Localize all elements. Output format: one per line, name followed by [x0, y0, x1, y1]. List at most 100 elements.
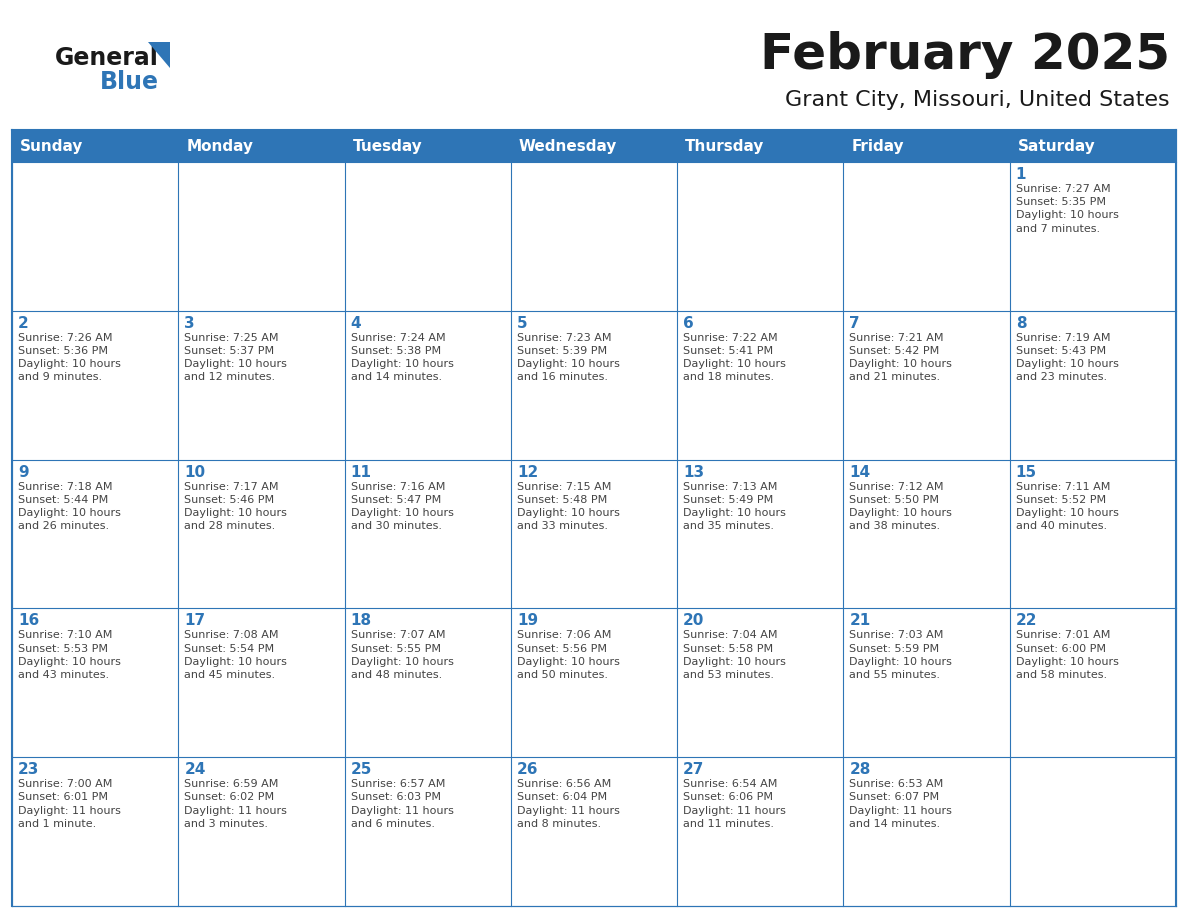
- Bar: [511, 311, 677, 460]
- Bar: [12, 757, 178, 906]
- Text: Sunrise: 7:27 AM
Sunset: 5:35 PM
Daylight: 10 hours
and 7 minutes.: Sunrise: 7:27 AM Sunset: 5:35 PM Dayligh…: [1016, 184, 1119, 233]
- Text: Sunrise: 7:24 AM
Sunset: 5:38 PM
Daylight: 10 hours
and 14 minutes.: Sunrise: 7:24 AM Sunset: 5:38 PM Dayligh…: [350, 333, 454, 383]
- Text: 16: 16: [18, 613, 39, 629]
- Bar: [1010, 311, 1176, 460]
- Text: 22: 22: [1016, 613, 1037, 629]
- Bar: [178, 162, 345, 311]
- Text: Wednesday: Wednesday: [519, 139, 618, 153]
- Text: 28: 28: [849, 762, 871, 778]
- Bar: [511, 609, 677, 757]
- Bar: [345, 757, 511, 906]
- Text: Sunrise: 6:56 AM
Sunset: 6:04 PM
Daylight: 11 hours
and 8 minutes.: Sunrise: 6:56 AM Sunset: 6:04 PM Dayligh…: [517, 779, 620, 829]
- Text: Tuesday: Tuesday: [353, 139, 422, 153]
- Bar: [843, 311, 1010, 460]
- Text: 11: 11: [350, 465, 372, 479]
- Text: Sunrise: 7:13 AM
Sunset: 5:49 PM
Daylight: 10 hours
and 35 minutes.: Sunrise: 7:13 AM Sunset: 5:49 PM Dayligh…: [683, 482, 786, 532]
- Text: 14: 14: [849, 465, 871, 479]
- Bar: [1010, 757, 1176, 906]
- Text: 7: 7: [849, 316, 860, 330]
- Text: February 2025: February 2025: [760, 31, 1170, 79]
- Text: Sunrise: 7:06 AM
Sunset: 5:56 PM
Daylight: 10 hours
and 50 minutes.: Sunrise: 7:06 AM Sunset: 5:56 PM Dayligh…: [517, 631, 620, 680]
- Text: Sunrise: 7:19 AM
Sunset: 5:43 PM
Daylight: 10 hours
and 23 minutes.: Sunrise: 7:19 AM Sunset: 5:43 PM Dayligh…: [1016, 333, 1119, 383]
- Bar: [511, 162, 677, 311]
- Text: 15: 15: [1016, 465, 1037, 479]
- Text: 23: 23: [18, 762, 39, 778]
- Text: Sunrise: 7:23 AM
Sunset: 5:39 PM
Daylight: 10 hours
and 16 minutes.: Sunrise: 7:23 AM Sunset: 5:39 PM Dayligh…: [517, 333, 620, 383]
- Text: Sunrise: 7:08 AM
Sunset: 5:54 PM
Daylight: 10 hours
and 45 minutes.: Sunrise: 7:08 AM Sunset: 5:54 PM Dayligh…: [184, 631, 287, 680]
- Bar: [677, 609, 843, 757]
- Text: General: General: [55, 46, 159, 70]
- Text: 2: 2: [18, 316, 29, 330]
- Text: 20: 20: [683, 613, 704, 629]
- Text: 21: 21: [849, 613, 871, 629]
- Text: Sunrise: 7:04 AM
Sunset: 5:58 PM
Daylight: 10 hours
and 53 minutes.: Sunrise: 7:04 AM Sunset: 5:58 PM Dayligh…: [683, 631, 786, 680]
- Text: 8: 8: [1016, 316, 1026, 330]
- Bar: [677, 311, 843, 460]
- Text: Sunrise: 6:57 AM
Sunset: 6:03 PM
Daylight: 11 hours
and 6 minutes.: Sunrise: 6:57 AM Sunset: 6:03 PM Dayligh…: [350, 779, 454, 829]
- Text: Sunrise: 7:25 AM
Sunset: 5:37 PM
Daylight: 10 hours
and 12 minutes.: Sunrise: 7:25 AM Sunset: 5:37 PM Dayligh…: [184, 333, 287, 383]
- Bar: [677, 460, 843, 609]
- Text: Saturday: Saturday: [1018, 139, 1095, 153]
- Text: Sunrise: 7:15 AM
Sunset: 5:48 PM
Daylight: 10 hours
and 33 minutes.: Sunrise: 7:15 AM Sunset: 5:48 PM Dayligh…: [517, 482, 620, 532]
- Text: 9: 9: [18, 465, 29, 479]
- Text: Sunrise: 7:17 AM
Sunset: 5:46 PM
Daylight: 10 hours
and 28 minutes.: Sunrise: 7:17 AM Sunset: 5:46 PM Dayligh…: [184, 482, 287, 532]
- Text: Sunrise: 7:01 AM
Sunset: 6:00 PM
Daylight: 10 hours
and 58 minutes.: Sunrise: 7:01 AM Sunset: 6:00 PM Dayligh…: [1016, 631, 1119, 680]
- Text: 13: 13: [683, 465, 704, 479]
- Text: 12: 12: [517, 465, 538, 479]
- Text: Sunrise: 6:54 AM
Sunset: 6:06 PM
Daylight: 11 hours
and 11 minutes.: Sunrise: 6:54 AM Sunset: 6:06 PM Dayligh…: [683, 779, 786, 829]
- Text: 19: 19: [517, 613, 538, 629]
- Bar: [1010, 162, 1176, 311]
- Text: Sunrise: 7:26 AM
Sunset: 5:36 PM
Daylight: 10 hours
and 9 minutes.: Sunrise: 7:26 AM Sunset: 5:36 PM Dayligh…: [18, 333, 121, 383]
- Bar: [511, 460, 677, 609]
- Bar: [843, 162, 1010, 311]
- Bar: [345, 162, 511, 311]
- Text: Sunrise: 7:07 AM
Sunset: 5:55 PM
Daylight: 10 hours
and 48 minutes.: Sunrise: 7:07 AM Sunset: 5:55 PM Dayligh…: [350, 631, 454, 680]
- Text: 27: 27: [683, 762, 704, 778]
- Text: 6: 6: [683, 316, 694, 330]
- Bar: [843, 460, 1010, 609]
- Bar: [511, 757, 677, 906]
- Text: Sunrise: 6:59 AM
Sunset: 6:02 PM
Daylight: 11 hours
and 3 minutes.: Sunrise: 6:59 AM Sunset: 6:02 PM Dayligh…: [184, 779, 287, 829]
- Bar: [843, 757, 1010, 906]
- Bar: [345, 311, 511, 460]
- Text: 4: 4: [350, 316, 361, 330]
- Text: Sunrise: 7:12 AM
Sunset: 5:50 PM
Daylight: 10 hours
and 38 minutes.: Sunrise: 7:12 AM Sunset: 5:50 PM Dayligh…: [849, 482, 953, 532]
- Text: 24: 24: [184, 762, 206, 778]
- Text: 17: 17: [184, 613, 206, 629]
- Bar: [677, 162, 843, 311]
- Bar: [178, 609, 345, 757]
- Text: Sunrise: 7:16 AM
Sunset: 5:47 PM
Daylight: 10 hours
and 30 minutes.: Sunrise: 7:16 AM Sunset: 5:47 PM Dayligh…: [350, 482, 454, 532]
- Bar: [178, 311, 345, 460]
- Bar: [677, 757, 843, 906]
- Text: Sunrise: 7:21 AM
Sunset: 5:42 PM
Daylight: 10 hours
and 21 minutes.: Sunrise: 7:21 AM Sunset: 5:42 PM Dayligh…: [849, 333, 953, 383]
- Text: 18: 18: [350, 613, 372, 629]
- Text: 3: 3: [184, 316, 195, 330]
- Text: Sunrise: 7:22 AM
Sunset: 5:41 PM
Daylight: 10 hours
and 18 minutes.: Sunrise: 7:22 AM Sunset: 5:41 PM Dayligh…: [683, 333, 786, 383]
- Bar: [843, 609, 1010, 757]
- Bar: [12, 311, 178, 460]
- Bar: [178, 460, 345, 609]
- Text: Grant City, Missouri, United States: Grant City, Missouri, United States: [785, 90, 1170, 110]
- Bar: [1010, 609, 1176, 757]
- Text: Sunrise: 7:10 AM
Sunset: 5:53 PM
Daylight: 10 hours
and 43 minutes.: Sunrise: 7:10 AM Sunset: 5:53 PM Dayligh…: [18, 631, 121, 680]
- Text: Blue: Blue: [100, 70, 159, 94]
- Bar: [12, 460, 178, 609]
- Text: 1: 1: [1016, 167, 1026, 182]
- Bar: [12, 130, 1176, 162]
- Bar: [12, 609, 178, 757]
- Bar: [345, 460, 511, 609]
- Polygon shape: [148, 42, 170, 68]
- Bar: [1010, 460, 1176, 609]
- Text: Sunday: Sunday: [20, 139, 83, 153]
- Text: 26: 26: [517, 762, 538, 778]
- Text: Monday: Monday: [187, 139, 253, 153]
- Text: 25: 25: [350, 762, 372, 778]
- Text: Sunrise: 7:00 AM
Sunset: 6:01 PM
Daylight: 11 hours
and 1 minute.: Sunrise: 7:00 AM Sunset: 6:01 PM Dayligh…: [18, 779, 121, 829]
- Text: 5: 5: [517, 316, 527, 330]
- Text: Sunrise: 7:03 AM
Sunset: 5:59 PM
Daylight: 10 hours
and 55 minutes.: Sunrise: 7:03 AM Sunset: 5:59 PM Dayligh…: [849, 631, 953, 680]
- Text: 10: 10: [184, 465, 206, 479]
- Text: Sunrise: 7:11 AM
Sunset: 5:52 PM
Daylight: 10 hours
and 40 minutes.: Sunrise: 7:11 AM Sunset: 5:52 PM Dayligh…: [1016, 482, 1119, 532]
- Text: Thursday: Thursday: [685, 139, 765, 153]
- Bar: [12, 162, 178, 311]
- Text: Friday: Friday: [852, 139, 904, 153]
